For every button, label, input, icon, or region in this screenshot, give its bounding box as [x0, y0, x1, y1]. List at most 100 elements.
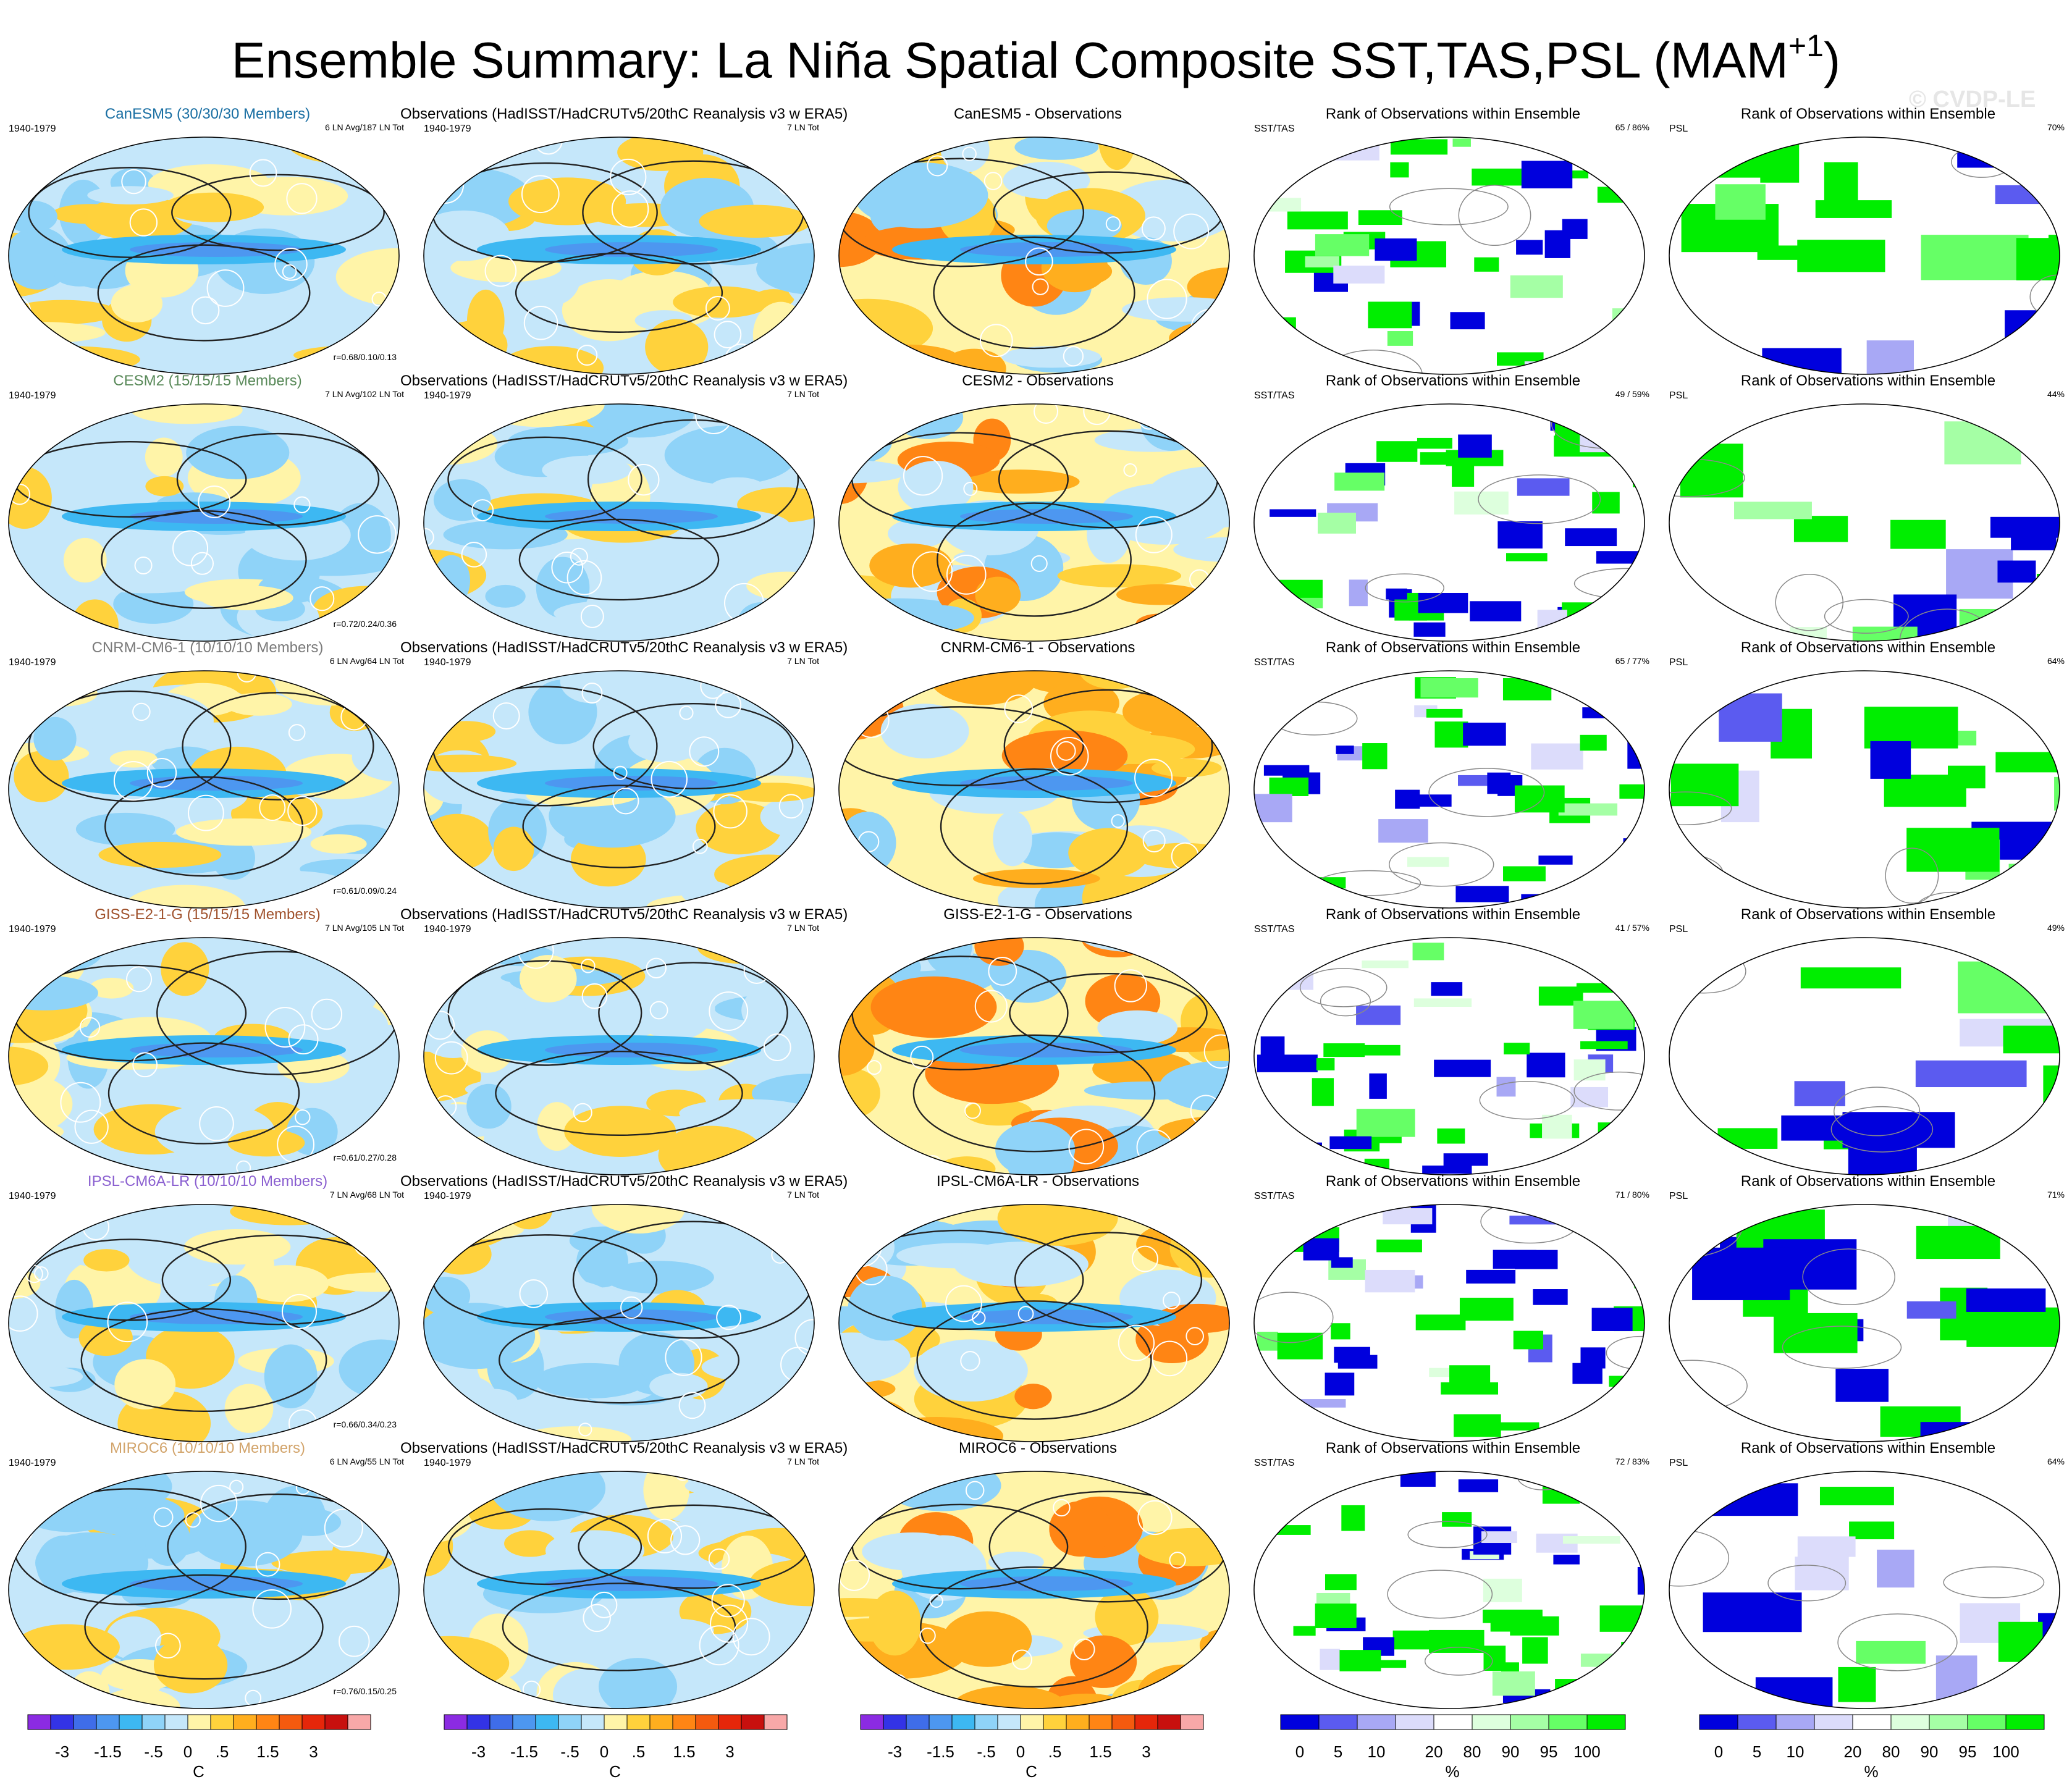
map-projection — [1669, 937, 2060, 1175]
colorbar-tick-label: -.5 — [560, 1742, 579, 1761]
period-label: 1940-1979 — [9, 124, 56, 134]
colorbar-box — [672, 1714, 696, 1730]
period-label: 1940-1979 — [9, 1191, 56, 1201]
colorbar-box — [695, 1714, 719, 1730]
obs-panel: Observations (HadISST/HadCRUTv5/20thC Re… — [400, 639, 848, 909]
colorbar-boxes — [860, 1714, 1204, 1730]
colorbar-box — [279, 1714, 303, 1730]
colorbar-box — [1280, 1714, 1320, 1730]
map-field — [839, 137, 1229, 374]
diff-panel: IPSL-CM6A-LR - Observations — [830, 1172, 1245, 1442]
map-projection — [838, 670, 1230, 909]
colorbar-box — [1852, 1714, 1892, 1730]
colorbar-tick-label: 1.5 — [1089, 1742, 1112, 1761]
model-panel: CNRM-CM6-1 (10/10/10 Members) 1940-1979 6 … — [0, 639, 415, 909]
colorbar-boxes — [1280, 1714, 1626, 1730]
rank-title: Rank of Observations within Ensemble — [1740, 639, 1996, 656]
map-outline — [8, 1204, 400, 1442]
model-title: CNRM-CM6-1 (10/10/10 Members) — [91, 639, 324, 656]
colorbar-box — [1967, 1714, 2007, 1730]
colorbar-box — [1814, 1714, 1853, 1730]
rank-sst-panel: Rank of Observations within Ensemble SST/… — [1245, 906, 1661, 1175]
map-projection — [423, 1204, 815, 1442]
rank-variable-label: SST/TAS — [1254, 390, 1295, 401]
rank-sst-panel: Rank of Observations within Ensemble SST/… — [1245, 1439, 1661, 1709]
period-label: 1940-1979 — [424, 390, 471, 401]
map-outline — [1669, 137, 2060, 375]
map-projection — [8, 670, 400, 909]
rank-percent-label: 65 / 77% — [1615, 656, 1649, 666]
colorbar-box — [1043, 1714, 1067, 1730]
rank-variable-label: SST/TAS — [1254, 1191, 1295, 1201]
diff-panel: GISS-E2-1-G - Observations — [830, 906, 1245, 1175]
map-projection — [8, 1471, 400, 1709]
map-outline — [1253, 137, 1645, 375]
diff-title: CESM2 - Observations — [962, 372, 1114, 389]
colorbar-box — [1890, 1714, 1930, 1730]
watermark: © CVDP-LE — [1909, 86, 2036, 112]
map-outline — [423, 1471, 815, 1709]
rank-title: Rank of Observations within Ensemble — [1740, 1440, 1996, 1456]
colorbar-box — [1020, 1714, 1044, 1730]
model-title: GISS-E2-1-G (15/15/15 Members) — [95, 906, 321, 923]
colorbar-tick-label: -3 — [887, 1742, 903, 1761]
colorbar-unit: C — [193, 1762, 204, 1781]
colorbar-box — [741, 1714, 765, 1730]
colorbar-boxes — [1699, 1714, 2045, 1730]
model-panel: CESM2 (15/15/15 Members) 1940-1979 7 LN Av… — [0, 372, 415, 642]
rank-sst-panel: Rank of Observations within Ensemble SST/… — [1245, 639, 1661, 909]
map-field — [1254, 137, 1645, 374]
map-projection — [1669, 670, 2060, 909]
map-field — [424, 404, 814, 641]
colorbar-box — [649, 1714, 673, 1730]
colorbar-box — [581, 1714, 605, 1730]
map-projection — [8, 137, 400, 375]
colorbar-tick-label: -.5 — [977, 1742, 996, 1761]
rank-psl-panel: Rank of Observations within Ensemble PSL 4… — [1661, 906, 2072, 1175]
colorbar-boxes — [27, 1714, 371, 1730]
map-outline — [1669, 670, 2060, 909]
map-projection — [838, 1204, 1230, 1442]
model-title: IPSL-CM6A-LR (10/10/10 Members) — [87, 1173, 328, 1190]
rank-percent-label: 64% — [2047, 1456, 2065, 1466]
colorbar-tick-label: -3 — [54, 1742, 70, 1761]
colorbar-box — [974, 1714, 998, 1730]
colorbar-tick-label: 100 — [1573, 1742, 1601, 1761]
ln-count-label: 7 LN Tot — [787, 1190, 819, 1200]
rank-psl-panel: Rank of Observations within Ensemble PSL 7… — [1661, 1172, 2072, 1442]
rank-title: Rank of Observations within Ensemble — [1740, 106, 1996, 122]
rank-percent-label: 71 / 80% — [1615, 1190, 1649, 1200]
colorbar-boxes — [444, 1714, 788, 1730]
rank-percent-label: 72 / 83% — [1615, 1456, 1649, 1466]
colorbar-box — [1586, 1714, 1626, 1730]
model-panel: IPSL-CM6A-LR (10/10/10 Members) 1940-1979… — [0, 1172, 415, 1442]
diff-title: MIROC6 - Observations — [958, 1440, 1118, 1456]
map-projection — [1253, 670, 1645, 909]
rank-colorbar-2: 0 5 10 20 80 90 95 100% — [1699, 1714, 2045, 1782]
colorbar-tick-label: 90 — [1501, 1742, 1520, 1761]
map-field — [9, 404, 399, 641]
map-projection — [1669, 403, 2060, 642]
colorbar-box — [997, 1714, 1021, 1730]
ln-count-label: 7 LN Avg/102 LN Tot — [325, 389, 404, 399]
colorbar-tick-label: 0 — [599, 1742, 609, 1761]
colorbar-box — [1134, 1714, 1158, 1730]
colorbar-box — [1089, 1714, 1113, 1730]
map-projection — [838, 403, 1230, 642]
colorbar-box — [1157, 1714, 1181, 1730]
colorbar-tick-label: 80 — [1463, 1742, 1481, 1761]
colorbar-tick-label: .5 — [215, 1742, 229, 1761]
period-label: 1940-1979 — [424, 924, 471, 935]
map-projection — [8, 403, 400, 642]
rank-title: Rank of Observations within Ensemble — [1325, 106, 1581, 122]
map-field — [1254, 404, 1645, 641]
map-field — [839, 938, 1229, 1175]
rank-psl-panel: Rank of Observations within Ensemble PSL 7… — [1661, 105, 2072, 375]
ln-count-label: 6 LN Avg/55 LN Tot — [329, 1456, 404, 1466]
colorbar-box — [1111, 1714, 1135, 1730]
map-outline — [423, 403, 815, 642]
rank-variable-label: PSL — [1669, 657, 1688, 668]
map-projection — [1669, 137, 2060, 375]
colorbar-tick-label: 0 — [1016, 1742, 1025, 1761]
colorbar-box — [301, 1714, 326, 1730]
